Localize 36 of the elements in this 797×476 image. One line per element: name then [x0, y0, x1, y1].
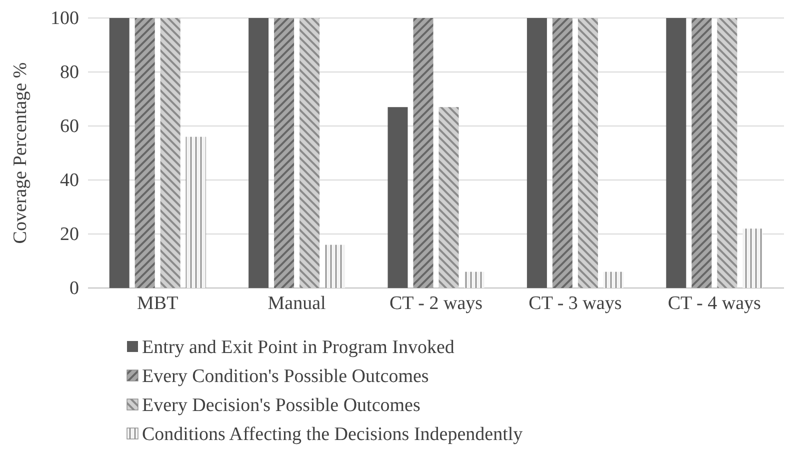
legend-label: Entry and Exit Point in Program Invoked [142, 337, 455, 358]
bar [526, 18, 547, 288]
legend-label: Every Condition's Possible Outcomes [142, 366, 429, 387]
bar [603, 272, 624, 288]
x-tick-label: CT - 2 ways [389, 293, 483, 314]
bar [160, 18, 180, 288]
x-tick-label: CT - 4 ways [668, 293, 761, 314]
x-tick-label: CT - 3 ways [528, 293, 622, 314]
bar [464, 272, 484, 288]
legend-label: Every Decision's Possible Outcomes [142, 395, 420, 416]
y-tick-label: 60 [60, 116, 79, 138]
bar [186, 136, 206, 288]
bar [388, 107, 408, 288]
x-tick-label: MBT [137, 293, 179, 314]
y-tick-label: 40 [60, 170, 79, 192]
bar [109, 18, 130, 288]
bar [742, 228, 763, 288]
bar [300, 18, 320, 288]
x-tick-label: Manual [268, 293, 326, 314]
y-tick-label: 0 [70, 278, 79, 300]
bar [438, 107, 459, 288]
bar [413, 18, 434, 288]
y-tick-label: 20 [60, 224, 79, 246]
bar [692, 18, 712, 288]
bar [552, 18, 572, 288]
y-tick-label: 100 [50, 8, 79, 30]
y-axis-title: Coverage Percentage % [10, 62, 31, 244]
bar [248, 18, 269, 288]
bar [325, 244, 346, 288]
bar [134, 18, 155, 288]
y-tick-label: 80 [60, 62, 79, 84]
bar [666, 18, 686, 288]
bar [717, 18, 738, 288]
legend-label: Conditions Affecting the Decisions Independently [142, 424, 524, 445]
bar [274, 18, 294, 288]
bar [578, 18, 598, 288]
